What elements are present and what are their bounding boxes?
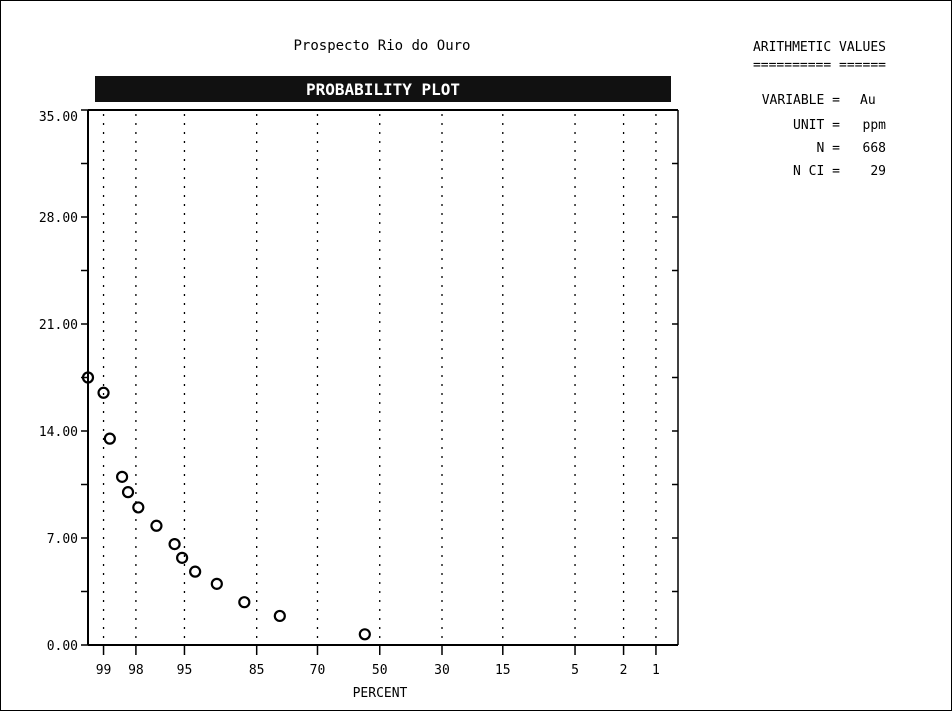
stats-panel: ARITHMETIC VALUES ========== ====== VARI… [753,40,886,179]
right-axis-ticks [81,109,678,646]
panel-label-variable: VARIABLE = [762,93,840,108]
title-banner [95,76,671,102]
y-tick-label: 14.00 [39,425,78,440]
panel-value-unit: ppm [863,118,887,133]
x-tick-label: 30 [434,663,450,678]
y-tick-label: 7.00 [47,532,78,547]
y-tick-label: 28.00 [39,211,78,226]
x-tick-label: 2 [620,663,628,678]
data-point [168,538,181,551]
chart-title: PROBABILITY PLOT [306,80,460,99]
x-tick-label: 99 [96,663,112,678]
x-tick-label: 85 [249,663,265,678]
chart-subtitle: Prospecto Rio do Ouro [293,38,470,54]
x-tick-label: 95 [177,663,193,678]
grid-lines [102,114,657,645]
data-point [132,501,145,514]
y-tick-label: 0.00 [47,639,78,654]
x-tick-label: 15 [495,663,511,678]
data-point [176,551,189,564]
x-tick-label: 70 [310,663,326,678]
panel-underline: ========== ====== [753,58,886,73]
data-points [81,371,371,641]
data-point [121,486,135,499]
panel-value-variable: Au [860,93,876,108]
panel-label-unit: UNIT = [793,118,840,133]
panel-label-n: N = [817,141,841,156]
x-tick-label: 50 [372,663,388,678]
data-point [238,596,251,609]
x-axis-ticks: 99 98 95 85 70 50 30 15 5 2 1 [96,645,660,678]
data-point [97,386,110,399]
data-point [210,577,223,590]
data-point [189,565,202,578]
panel-value-n: 668 [863,141,886,156]
panel-heading: ARITHMETIC VALUES [753,40,886,55]
panel-label-nci: N CI = [793,164,840,179]
x-tick-label: 1 [652,663,660,678]
panel-value-nci: 29 [870,164,886,179]
y-tick-label: 21.00 [39,318,78,333]
data-point [115,470,129,483]
x-tick-label: 5 [571,663,579,678]
data-point [273,609,286,623]
data-point [103,432,116,445]
data-point [81,371,95,384]
x-axis-label: PERCENT [353,686,408,701]
y-tick-label: 35.00 [39,110,78,125]
x-tick-label: 98 [128,663,144,678]
y-axis-ticks: 0.00 7.00 14.00 21.00 28.00 35.00 [39,110,78,654]
data-point [150,519,163,532]
data-point [358,628,371,641]
